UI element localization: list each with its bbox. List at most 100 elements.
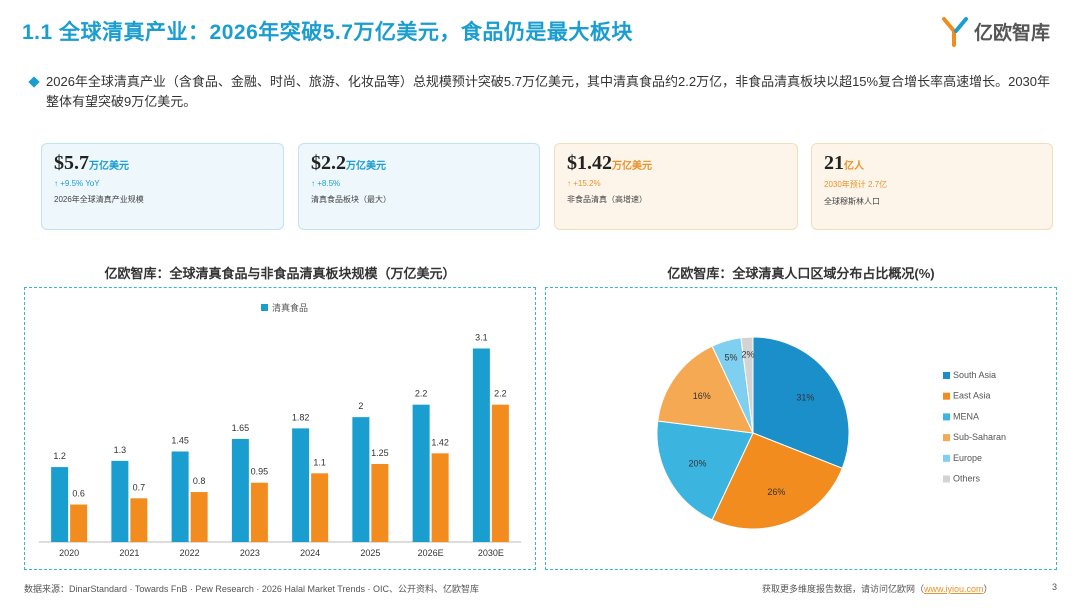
legend-swatch (943, 454, 950, 462)
data-source: 数据来源：DinarStandard · Towards FnB · Pew R… (24, 584, 479, 594)
bar-value-label: 1.42 (431, 437, 449, 447)
pie-slice-mena (656, 420, 754, 521)
legend-swatch (943, 434, 950, 442)
bullet-diamond-icon (28, 76, 40, 88)
bar-value-label: 1.25 (371, 448, 389, 458)
kpi-growth: ↑ +15.2% (567, 179, 601, 188)
website-link[interactable]: www.iyiou.com (924, 584, 984, 594)
bar-value-label: 0.95 (251, 467, 269, 477)
bar-nonfood (70, 504, 88, 542)
legend-label: Sub-Saharan (953, 432, 1006, 442)
pie-chart-title: 亿欧智库：全球清真人口区域分布占比概况(%) (667, 266, 935, 281)
bar-nonfood (311, 473, 329, 542)
pie-slice-south-asia (752, 336, 850, 469)
bar-food (111, 460, 129, 542)
x-tick-label: 2026E (418, 548, 444, 558)
bar-value-label: 1.2 (53, 451, 66, 461)
bar-nonfood (431, 453, 449, 542)
bar-food (412, 404, 430, 542)
kpi-value: 21 (824, 152, 844, 174)
kpi-card-food: $2.2万亿美元 ↑ +8.5% 清真食品板块（最大） (298, 143, 540, 230)
x-tick-label: 2025 (360, 548, 380, 558)
kpi-value: $1.42 (567, 152, 612, 174)
legend-swatch (943, 475, 950, 483)
bar-value-label: 1.65 (232, 423, 250, 433)
pie-slice-east-asia (711, 432, 843, 530)
page-number: 3 (1052, 582, 1058, 592)
bar-chart-title: 亿欧智库：全球清真食品与非食品清真板块规模（万亿美元） (104, 266, 456, 281)
x-tick-label: 2021 (119, 548, 139, 558)
legend-swatch (261, 304, 268, 311)
bar-food (472, 348, 490, 542)
pie-slice-sub-saharan (657, 345, 754, 434)
bar-value-label: 2 (358, 401, 363, 411)
bar-value-label: 1.45 (171, 435, 189, 445)
kpi-growth: ↑ +8.5% (311, 179, 341, 188)
legend-label: 清真食品 (272, 302, 308, 313)
kpi-unit: 万亿美元 (346, 161, 386, 172)
bar-food (352, 417, 370, 542)
bar-nonfood (371, 463, 389, 542)
bar-value-label: 1.1 (313, 457, 326, 467)
bar-nonfood (491, 404, 509, 542)
kpi-value: $5.7 (54, 152, 89, 174)
bar-value-label: 1.3 (114, 445, 127, 455)
pie-chart: 31% 26% 20% 16% 5% 2% South Asia East Asia MENA S… (656, 336, 1006, 530)
bar-value-label: 2.2 (494, 389, 507, 399)
page-title: 1.1 全球清真产业：2026年突破5.7万亿美元，食品仍是最大板块 (22, 21, 633, 44)
bar-value-label: 2.2 (415, 389, 428, 399)
pie-value-label: 2% (742, 349, 755, 359)
kpi-growth: ↑ +9.5% YoY (54, 179, 100, 188)
legend-label: Europe (953, 453, 982, 463)
kpi-desc: 非食品清真（高增速） (567, 195, 647, 204)
bar-value-label: 0.6 (72, 489, 85, 499)
kpi-unit: 万亿美元 (612, 161, 652, 172)
bar-food (171, 451, 189, 542)
logo-icon (942, 17, 968, 47)
x-tick-label: 2020 (59, 548, 79, 558)
legend-swatch (943, 413, 950, 421)
bar-nonfood (130, 498, 148, 542)
bar-value-label: 0.7 (133, 482, 146, 492)
pie-chart-panel: 31% 26% 20% 16% 5% 2% South Asia East Asia MENA S… (545, 287, 1057, 570)
bar-food (231, 439, 249, 542)
logo-text: 亿欧智库 (974, 22, 1051, 44)
footer-more-close: ） (983, 584, 993, 594)
legend-label: Others (953, 474, 981, 484)
legend-label: East Asia (953, 391, 991, 401)
bar-chart: 清真食品 1.2 0.6 2020 1.3 0.7 2021 1.45 0.8 2022 1.65 0… (39, 302, 521, 558)
legend-label: South Asia (953, 370, 996, 380)
summary-text: 2026年全球清真产业（含食品、金融、时尚、旅游、化妆品等）总规模预计突破5.7… (46, 74, 1051, 109)
brand-logo: 亿欧智库 (942, 14, 1050, 48)
legend-swatch (943, 372, 950, 379)
pie-value-label: 26% (767, 487, 785, 497)
bar-nonfood (190, 492, 208, 542)
kpi-value: $2.2 (311, 152, 346, 174)
legend-swatch (943, 392, 950, 400)
bar-value-label: 0.8 (193, 476, 206, 486)
bar-food (51, 467, 69, 542)
kpi-card-population: 21亿人 2030年预计 2.7亿 全球穆斯林人口 (811, 143, 1053, 230)
x-tick-label: 2024 (300, 548, 320, 558)
footer-more-text: 获取更多维度报告数据，请访问亿欧网（ (762, 584, 925, 594)
kpi-growth: 2030年预计 2.7亿 (824, 180, 888, 189)
x-tick-label: 2022 (180, 548, 200, 558)
pie-value-label: 31% (796, 392, 814, 402)
kpi-card-total: $5.7万亿美元 ↑ +9.5% YoY 2026年全球清真产业规模 (41, 143, 284, 230)
bar-nonfood (250, 482, 268, 542)
kpi-unit: 亿人 (844, 161, 864, 172)
legend-label: MENA (953, 411, 979, 421)
pie-value-label: 5% (725, 352, 738, 362)
x-tick-label: 2030E (478, 548, 504, 558)
kpi-card-nonfood: $1.42万亿美元 ↑ +15.2% 非食品清真（高增速） (554, 143, 798, 230)
kpi-desc: 全球穆斯林人口 (824, 197, 880, 206)
bar-value-label: 1.82 (292, 412, 310, 422)
kpi-unit: 万亿美元 (89, 161, 129, 172)
x-tick-label: 2023 (240, 548, 260, 558)
bar-value-label: 3.1 (475, 332, 488, 342)
footer-more-info: 获取更多维度报告数据，请访问亿欧网（www.iyiou.com） (762, 582, 993, 595)
kpi-desc: 2026年全球清真产业规模 (54, 195, 144, 204)
pie-slice-others (740, 336, 754, 434)
pie-value-label: 20% (688, 459, 706, 469)
pie-value-label: 16% (693, 391, 711, 401)
